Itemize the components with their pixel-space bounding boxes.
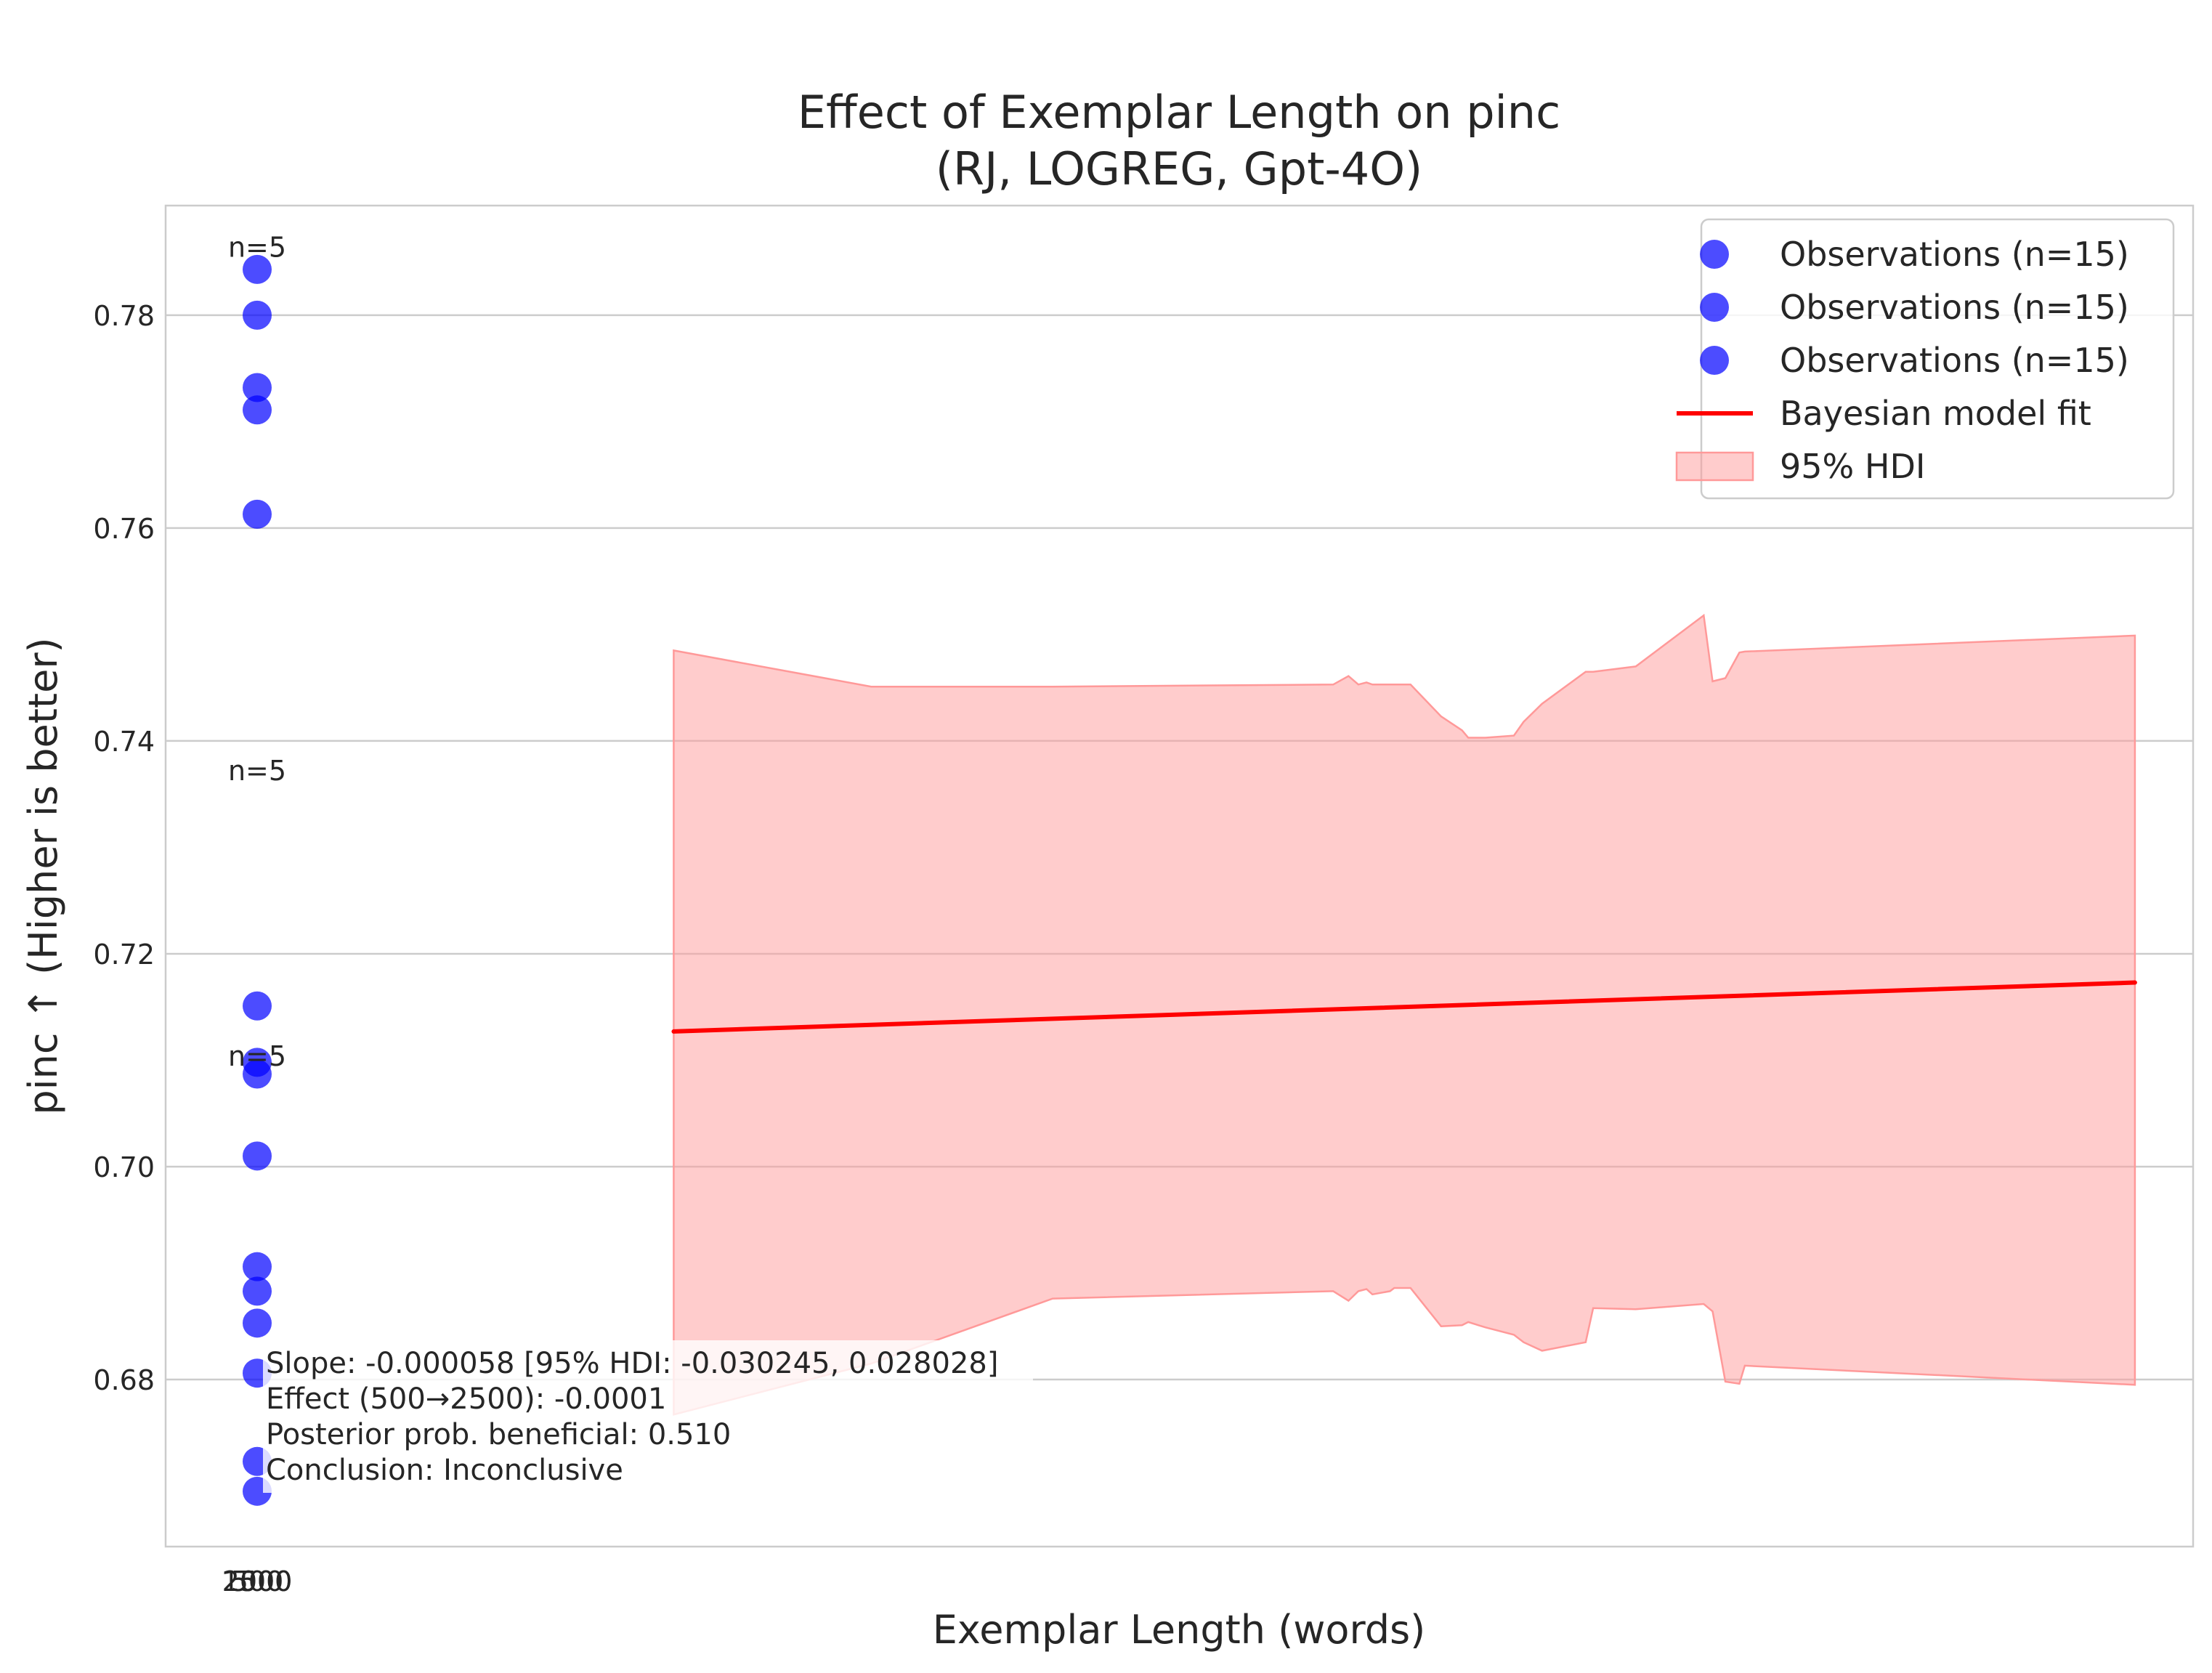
y-tick-label: 0.70 [93,1151,155,1183]
n-label-layer: n=5 n=5 n=5 [228,231,286,1072]
y-axis-label: pinc ↑ (Higher is better) [20,637,66,1114]
annotation-box [263,1340,1033,1493]
annotation-line: Effect (500→2500): -0.0001 [266,1382,666,1416]
legend-marker [1700,293,1729,322]
chart-title: Effect of Exemplar Length on pinc [798,86,1560,139]
annotation-layer: Slope: -0.000058 [95% HDI: -0.030245, 0.… [263,1340,1033,1493]
hdi-band [673,613,2136,1416]
observation-point [243,1059,272,1089]
observation-point [243,1141,272,1171]
y-tick-label: 0.74 [93,726,155,758]
annotation-line: Slope: -0.000058 [95% HDI: -0.030245, 0.… [266,1347,998,1380]
observation-point [243,1308,272,1338]
y-tick-labels: 0.68 0.70 0.72 0.74 0.76 0.78 [93,300,155,1396]
legend-patch [1675,451,1754,482]
y-tick-label: 0.78 [93,300,155,332]
x-tick-label: 500 [231,1565,284,1597]
observation-point [243,254,272,284]
legend-marker [1700,346,1729,375]
annotation-line: Posterior prob. beneficial: 0.510 [266,1418,731,1451]
x-tick-label: 1000 [222,1565,293,1597]
fit-line-layer [671,980,2137,1034]
y-tick-label: 0.76 [93,513,155,545]
n-label: n=5 [228,1040,286,1072]
x-axis-label: Exemplar Length (words) [933,1607,1425,1653]
y-tick-label: 0.72 [93,939,155,971]
observation-point [243,991,272,1021]
legend: Observations (n=15) Observations (n=15) Ob… [1675,218,2175,500]
legend-marker [1700,240,1729,269]
plot-frame [164,204,2195,1548]
observation-point [243,1252,272,1281]
observation-point [243,1276,272,1306]
n-label: n=5 [228,755,286,787]
fit-line [671,980,2137,1034]
legend-label: Bayesian model fit [1780,394,2091,433]
chart-subtitle: (RJ, LOGREG, Gpt-4O) [936,142,1422,195]
legend-label: Observations (n=15) [1780,288,2129,327]
hdi-band-layer [673,613,2136,1416]
annotation-line: Conclusion: Inconclusive [266,1454,623,1487]
legend-label: Observations (n=15) [1780,341,2129,380]
observation-point [243,300,272,330]
x-tick-label: 2500 [222,1565,293,1597]
y-tick-label: 0.68 [93,1364,155,1396]
legend-label: 95% HDI [1780,447,1925,486]
observation-point [243,395,272,425]
n-label: n=5 [228,231,286,263]
observation-point [243,373,272,402]
legend-label: Observations (n=15) [1780,235,2129,274]
points-layer [243,254,272,1506]
observation-point [243,499,272,529]
